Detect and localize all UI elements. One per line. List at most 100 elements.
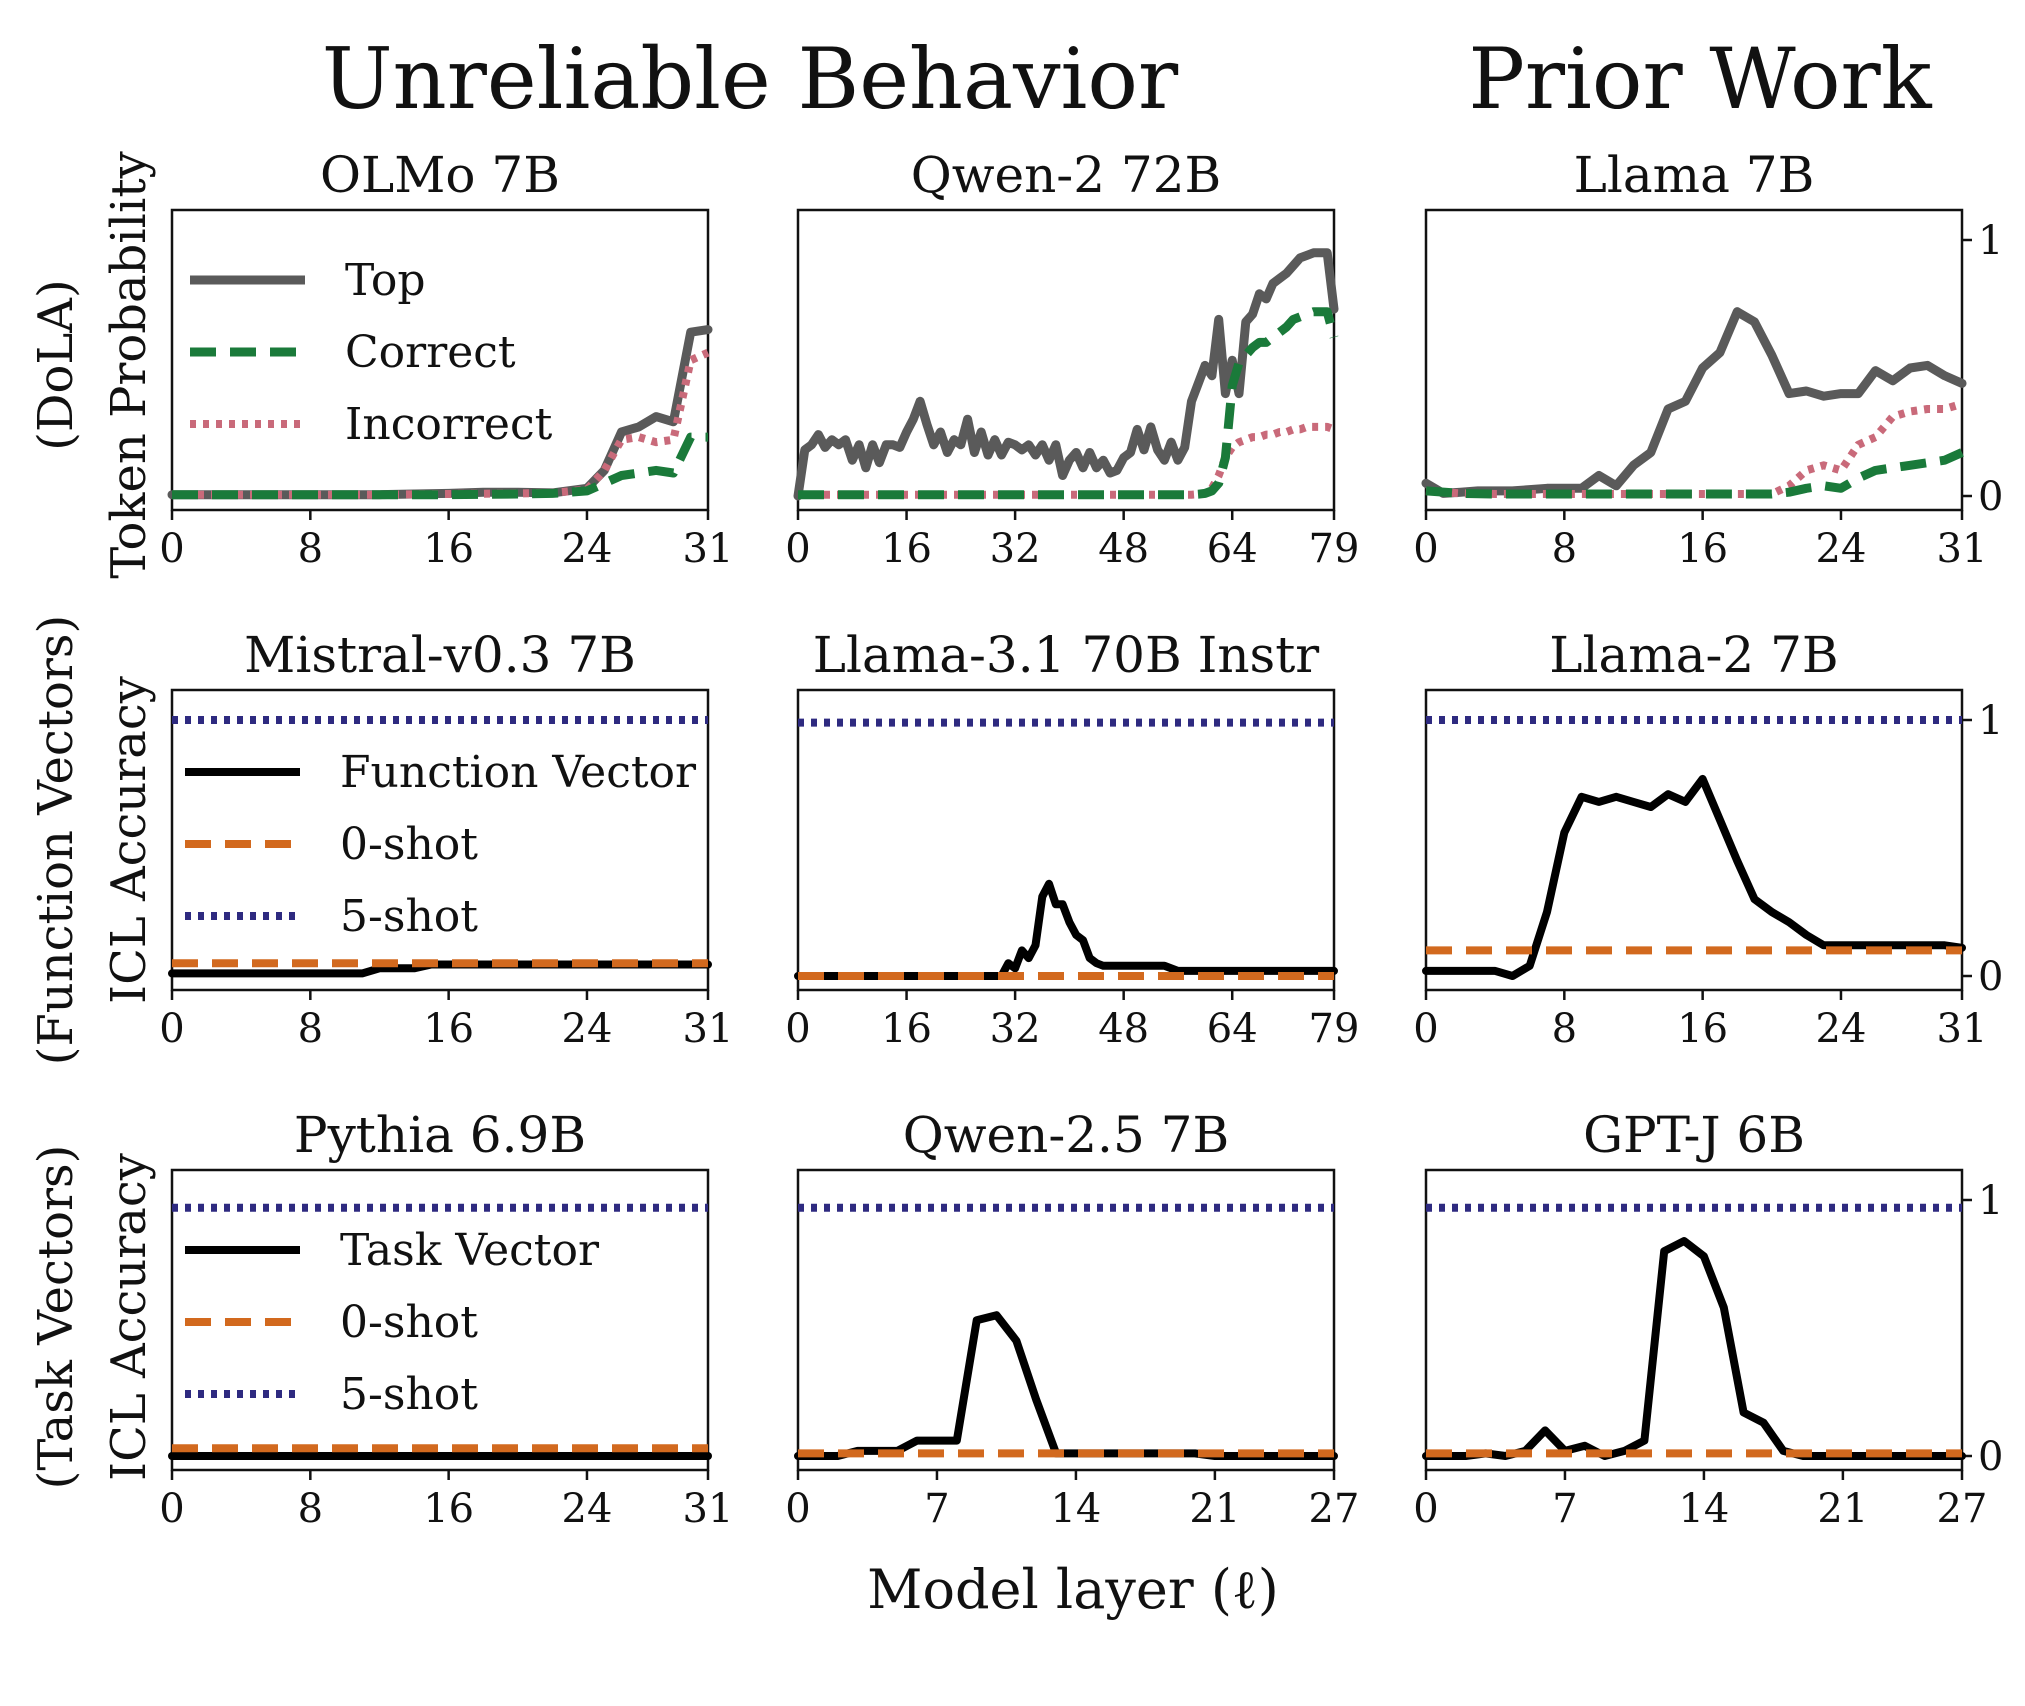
x-tick-label: 0: [1413, 1006, 1438, 1052]
x-tick-label: 0: [785, 1006, 810, 1052]
y-tick-label: 0: [1978, 954, 2003, 1000]
x-tick-label: 0: [1413, 1486, 1438, 1532]
panel-llama-7b: Llama 7B 0 8 16 24 31 0 1: [1413, 146, 2003, 572]
x-tick-label: 8: [298, 526, 323, 572]
x-tick-label: 31: [683, 1006, 734, 1052]
x-axis-label: Model layer (ℓ): [867, 1558, 1279, 1621]
y-tick-label: 1: [1978, 698, 2003, 744]
legend-label-function-vector: Function Vector: [340, 747, 697, 798]
row-label-fv-line1: (Function Vectors): [28, 615, 84, 1066]
x-tick-label: 64: [1207, 1006, 1258, 1052]
x-tick-label: 31: [1937, 1006, 1988, 1052]
series-line-function-vector: [1422, 774, 1966, 980]
legend-label-incorrect: Incorrect: [345, 399, 553, 450]
panel-llama-3-1-70b-instr: Llama-3.1 70B Instr 0 16 32 48 64 79: [785, 626, 1359, 1052]
x-tick-label: 24: [1816, 526, 1867, 572]
x-tick-label: 8: [1552, 526, 1577, 572]
plot-frame: [170, 1168, 710, 1472]
row-label-tv-line1: (Task Vectors): [28, 1145, 84, 1490]
panel-title: Llama-2 7B: [1549, 626, 1838, 684]
x-tick-label: 48: [1098, 1006, 1149, 1052]
row-label-fv-line2: ICL Accuracy: [101, 676, 157, 1004]
series-line-correct: [172, 432, 708, 500]
x-tick-label: 27: [1937, 1486, 1988, 1532]
legend-label-0-shot: 0-shot: [340, 819, 478, 870]
x-tick-label: 8: [298, 1486, 323, 1532]
x-tick-label: 0: [159, 526, 184, 572]
y-tick-label: 1: [1978, 1178, 2003, 1224]
x-tick-label: 32: [990, 526, 1041, 572]
legends: Top Correct Incorrect Function Vector 0-shot…: [185, 255, 697, 1420]
plot-frame: [796, 688, 1336, 992]
series-line-top: [793, 248, 1339, 501]
x-tick-label: 7: [924, 1486, 949, 1532]
y-tick-label: 0: [1978, 474, 2003, 520]
legend-label-correct: Correct: [345, 327, 516, 378]
x-tick-label: 8: [298, 1006, 323, 1052]
section-titles: Unreliable Behavior Prior Work: [322, 30, 1933, 128]
plot-frame: [1424, 688, 1964, 992]
row-label-tv-line2: ICL Accuracy: [101, 1153, 157, 1481]
legend-row-3: Task Vector 0-shot 5-shot: [185, 1225, 600, 1420]
series-line-function-vector: [794, 879, 1338, 980]
series-line-correct: [798, 307, 1339, 500]
x-tick-label: 24: [562, 1486, 613, 1532]
x-tick-label: 0: [159, 1486, 184, 1532]
x-tick-label: 31: [683, 1486, 734, 1532]
x-tick-label: 31: [1937, 526, 1988, 572]
x-tick-label: 16: [423, 1486, 474, 1532]
x-tick-label: 16: [423, 526, 474, 572]
x-tick-label: 16: [1677, 526, 1728, 572]
x-tick-label: 14: [1678, 1486, 1729, 1532]
x-tick-label: 24: [562, 526, 613, 572]
row-label-dola-line1: (DoLA): [28, 279, 84, 450]
legend-label-top: Top: [345, 255, 426, 306]
x-tick-label: 21: [1817, 1486, 1868, 1532]
panel-title: Qwen-2.5 7B: [903, 1106, 1229, 1164]
plot-frame: [1424, 1168, 1964, 1472]
panel-title: OLMo 7B: [320, 146, 560, 204]
x-tick-label: 64: [1207, 526, 1258, 572]
x-tick-label: 31: [683, 526, 734, 572]
x-tick-label: 48: [1098, 526, 1149, 572]
panel-llama-2-7b: Llama-2 7B 0 8 16 24 31 0 1: [1413, 626, 2003, 1052]
plot-frame: [170, 688, 710, 992]
series-line-incorrect: [798, 422, 1336, 499]
x-tick-label: 21: [1189, 1486, 1240, 1532]
panel-title: Pythia 6.9B: [294, 1106, 586, 1164]
legend-label-0-shot: 0-shot: [340, 1297, 478, 1348]
x-tick-label: 24: [562, 1006, 613, 1052]
panel-qwen-2-72b: Qwen-2 72B 0 16 32 48 64 79: [785, 146, 1359, 572]
x-tick-label: 16: [881, 1006, 932, 1052]
panel-pythia-6-9b: Pythia 6.9B 0 8 16 24 31: [159, 1106, 733, 1532]
legend-label-5-shot: 5-shot: [340, 891, 478, 942]
panel-title: Mistral-v0.3 7B: [244, 626, 636, 684]
y-tick-label: 1: [1978, 218, 2003, 264]
x-tick-label: 0: [785, 1486, 810, 1532]
legend-row-1: Top Correct Incorrect: [190, 255, 553, 450]
x-tick-label: 79: [1309, 526, 1360, 572]
x-tick-label: 79: [1309, 1006, 1360, 1052]
panel-gpt-j-6b: GPT-J 6B 0 7 14 21 27 0 1: [1413, 1106, 2003, 1532]
row-labels: (DoLA) Token Probability (Function Vecto…: [28, 151, 157, 1489]
section-title-prior-work: Prior Work: [1468, 30, 1932, 128]
x-tick-label: 0: [159, 1006, 184, 1052]
y-tick-label: 0: [1978, 1434, 2003, 1480]
x-tick-label: 7: [1552, 1486, 1577, 1532]
legend-label-5-shot: 5-shot: [340, 1369, 478, 1420]
x-tick-label: 14: [1050, 1486, 1101, 1532]
legend-row-2: Function Vector 0-shot 5-shot: [185, 747, 697, 942]
x-tick-label: 24: [1816, 1006, 1867, 1052]
x-tick-label: 16: [881, 526, 932, 572]
x-tick-label: 8: [1552, 1006, 1577, 1052]
x-tick-label: 32: [990, 1006, 1041, 1052]
plot-frame: [796, 1168, 1336, 1472]
panel-title: GPT-J 6B: [1583, 1106, 1805, 1164]
series-line-correct: [1425, 448, 1964, 499]
row-label-dola-line2: Token Probability: [101, 151, 157, 579]
panel-title: Llama-3.1 70B Instr: [813, 626, 1319, 684]
x-tick-label: 27: [1309, 1486, 1360, 1532]
plot-frame: [170, 208, 710, 512]
